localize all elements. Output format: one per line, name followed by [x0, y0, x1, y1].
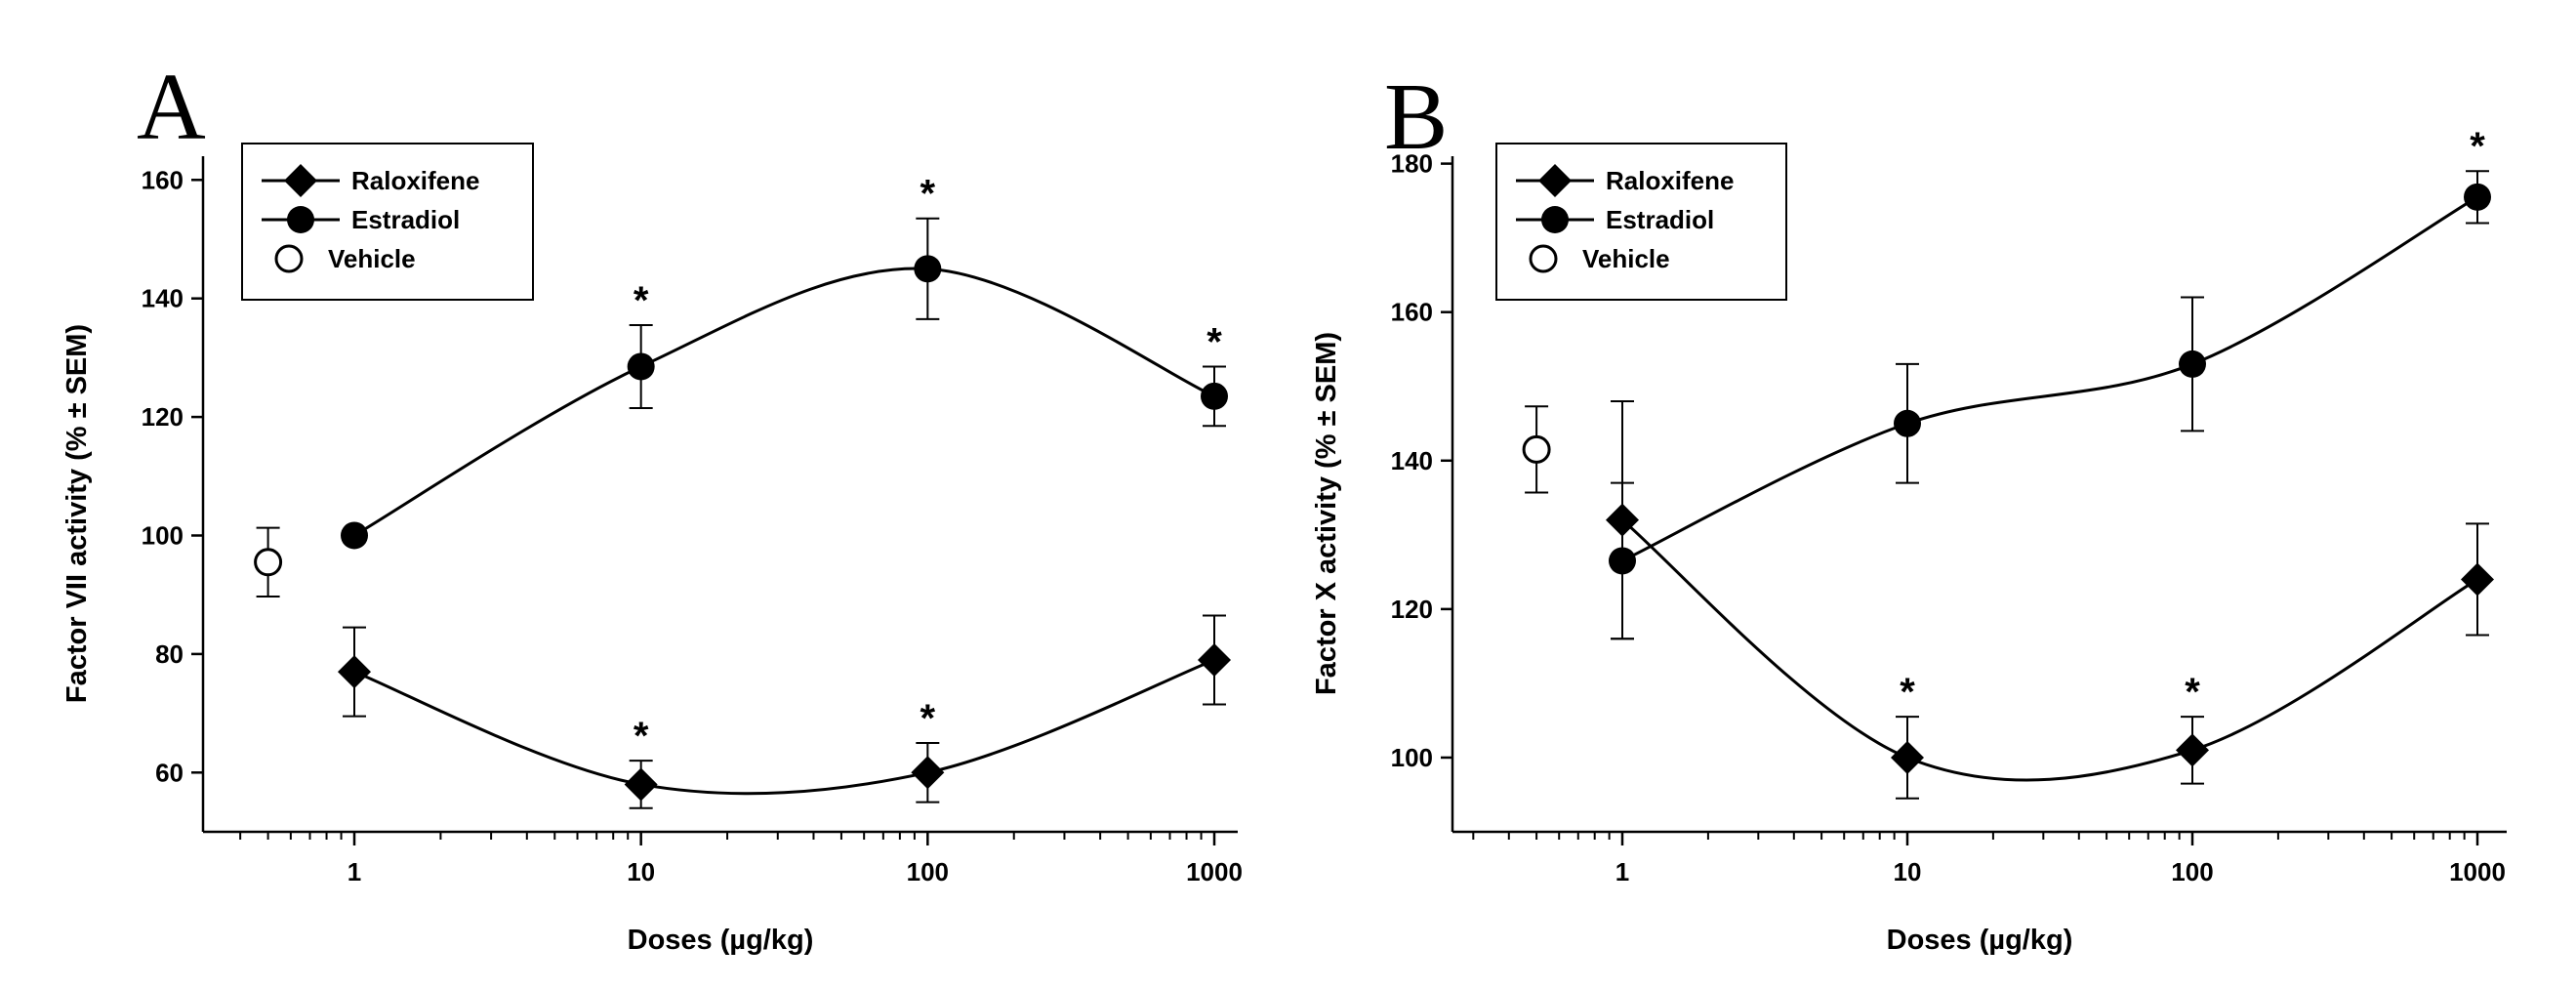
significance-marker: *: [2185, 671, 2200, 714]
legend-marker: [284, 164, 317, 197]
y-tick-label: 160: [1391, 298, 1433, 327]
data-point: [911, 756, 945, 790]
data-point: [341, 521, 368, 550]
series-line: [1621, 518, 2478, 782]
significance-marker: *: [634, 279, 649, 322]
legend-label: Estradiol: [351, 205, 460, 234]
data-point: [338, 655, 371, 689]
legend-marker: [287, 206, 314, 233]
x-tick-label: 100: [2171, 857, 2213, 886]
y-tick-label: 120: [1391, 595, 1433, 624]
legend-label: Vehicle: [1582, 244, 1670, 273]
data-point: [2464, 183, 2491, 211]
legend: Raloxifene Estradiol Vehicle: [1495, 143, 1787, 301]
legend-label: Estradiol: [1606, 205, 1714, 234]
y-tick-label: 140: [1391, 446, 1433, 475]
data-point: [1198, 642, 1231, 677]
significance-marker: *: [920, 697, 936, 740]
x-tick-label: 1: [1615, 857, 1629, 886]
data-point: [2461, 562, 2494, 597]
significance-marker: *: [2470, 125, 2485, 168]
data-point: [1609, 547, 1636, 575]
chart-panel-b: B 100 120 140 160 180 1 10 100 1000 Doses (µg/kg) F…: [1311, 64, 2507, 956]
series-line: [353, 267, 1215, 537]
x-tick-label: 10: [1894, 857, 1922, 886]
legend-marker: [1529, 244, 1558, 273]
legend-label: Raloxifene: [351, 166, 480, 195]
legend: Raloxifene Estradiol Vehicle: [241, 143, 534, 301]
legend-marker: [1538, 164, 1572, 197]
y-tick-label: 100: [1391, 743, 1433, 772]
y-axis-label: Factor X activity (% ± SEM): [1311, 332, 1342, 695]
series-estradiol: *: [1609, 125, 2491, 640]
x-tick-label: 1000: [1186, 857, 1243, 886]
legend-marker: [1541, 206, 1569, 233]
data-point: [1522, 434, 1551, 464]
significance-marker: *: [920, 173, 936, 216]
significance-marker: *: [1900, 671, 1915, 714]
chart-panel-a: A 60 80 100 120 140 160 1 10 100 1000 Doses (µg/kg)…: [61, 55, 1243, 956]
significance-marker: *: [634, 715, 649, 758]
x-tick-label: 1000: [2449, 857, 2506, 886]
legend-label: Raloxifene: [1606, 166, 1735, 195]
series-vehicle: [1522, 405, 1551, 494]
panel-letter: A: [137, 55, 206, 160]
series-line: [1621, 195, 2478, 562]
y-tick-label: 100: [142, 520, 184, 550]
data-point: [254, 548, 283, 577]
data-point: [624, 767, 658, 802]
x-tick-label: 1: [348, 857, 361, 886]
panel-letter: B: [1384, 64, 1448, 170]
y-tick-label: 180: [1391, 149, 1433, 179]
y-tick-label: 120: [142, 402, 184, 432]
y-tick-label: 80: [155, 639, 184, 669]
data-point: [914, 255, 942, 283]
data-point: [1201, 382, 1228, 410]
data-point: [627, 352, 655, 381]
x-tick-label: 10: [627, 857, 655, 886]
data-point: [1894, 409, 1921, 437]
data-point: [1891, 740, 1924, 774]
series-line: [353, 658, 1215, 796]
y-tick-label: 160: [142, 165, 184, 194]
y-axis-label: Factor VII activity (% ± SEM): [61, 324, 93, 703]
x-axis-label: Doses (µg/kg): [1887, 925, 2073, 956]
x-tick-label: 100: [907, 857, 949, 886]
y-tick-label: 140: [142, 284, 184, 313]
data-point: [2179, 350, 2206, 378]
legend-marker: [274, 244, 304, 273]
x-axis-label: Doses (µg/kg): [628, 925, 814, 956]
series-estradiol: * * *: [341, 173, 1228, 550]
series-raloxifene: * *: [338, 614, 1231, 809]
significance-marker: *: [1206, 320, 1222, 363]
series-vehicle: [254, 526, 283, 598]
data-point: [2176, 733, 2209, 767]
legend-label: Vehicle: [328, 244, 416, 273]
series-raloxifene: * *: [1606, 399, 2494, 800]
y-tick-label: 60: [155, 758, 184, 787]
